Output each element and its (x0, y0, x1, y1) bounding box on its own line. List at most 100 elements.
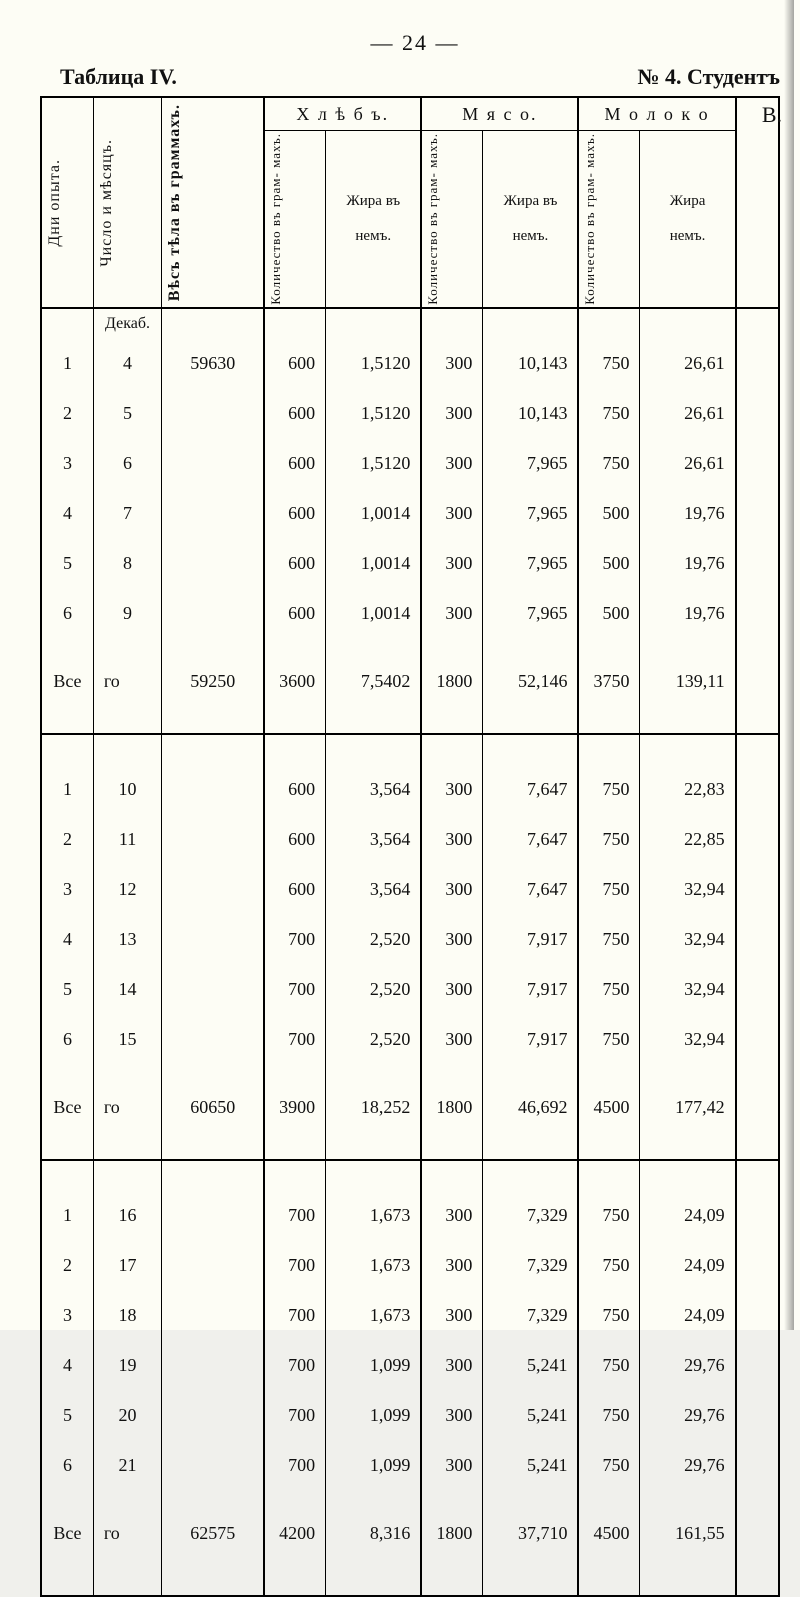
cell: 7,647 (483, 815, 579, 865)
cell (736, 1491, 779, 1585)
cell: 177,42 (640, 1065, 736, 1160)
cell: 8,316 (326, 1491, 422, 1585)
cell: 4500 (578, 1065, 639, 1160)
cell: 7,329 (483, 1291, 579, 1341)
cell: 600 (264, 765, 325, 815)
cell: 7,329 (483, 1241, 579, 1291)
cell: 13 (93, 915, 161, 965)
cell: 22,83 (640, 765, 736, 815)
cell (162, 815, 264, 865)
table-row: 6157002,5203007,91775032,94 (41, 1015, 779, 1065)
cell (640, 1585, 736, 1596)
cell (421, 308, 482, 339)
cell (326, 1160, 422, 1191)
cell: 32,94 (640, 965, 736, 1015)
cell (736, 1191, 779, 1241)
table-row: 5147002,5203007,91775032,94 (41, 965, 779, 1015)
cell: 750 (578, 1341, 639, 1391)
cell (162, 1291, 264, 1341)
cell: 300 (421, 765, 482, 815)
cell: 600 (264, 815, 325, 865)
cell (736, 1391, 779, 1441)
cell: 6 (41, 589, 93, 639)
cell (736, 734, 779, 765)
cell: 19,76 (640, 489, 736, 539)
hdr-bread-qty: Количество въ грам- махъ. (269, 133, 283, 305)
cell (162, 965, 264, 1015)
cell (736, 1160, 779, 1191)
cell: 7,917 (483, 1015, 579, 1065)
cell: 37,710 (483, 1491, 579, 1585)
table-row: 14596306001,512030010,14375026,61 (41, 339, 779, 389)
cell: 60650 (162, 1065, 264, 1160)
cell: 5,241 (483, 1341, 579, 1391)
cell: 7,917 (483, 965, 579, 1015)
cell (326, 734, 422, 765)
cell: 300 (421, 865, 482, 915)
cell: 4 (41, 1341, 93, 1391)
cell: 5,241 (483, 1391, 579, 1441)
cell (736, 815, 779, 865)
cell: 1,099 (326, 1341, 422, 1391)
cell (736, 965, 779, 1015)
cell: 59630 (162, 339, 264, 389)
cell (93, 1585, 161, 1596)
cell: 10 (93, 765, 161, 815)
cell: 1,0014 (326, 589, 422, 639)
cell: 10,143 (483, 389, 579, 439)
cell: 24,09 (640, 1241, 736, 1291)
cell: 4 (93, 339, 161, 389)
cell: 12 (93, 865, 161, 915)
cell: 4200 (264, 1491, 325, 1585)
hdr-milk-fat-u: немъ. (644, 228, 730, 245)
cell (736, 1291, 779, 1341)
hdr-bread-fat: Жира въ (330, 193, 416, 210)
hdr-meat-qty: Количество въ грам- махъ. (426, 133, 440, 305)
cell: 750 (578, 915, 639, 965)
cell: 59250 (162, 639, 264, 734)
table-row: 5207001,0993005,24175029,76 (41, 1391, 779, 1441)
table-row: 476001,00143007,96550019,76 (41, 489, 779, 539)
cell (162, 1191, 264, 1241)
cell: 52,146 (483, 639, 579, 734)
cell (421, 734, 482, 765)
cell: 700 (264, 915, 325, 965)
cell (736, 339, 779, 389)
table-row: 2177001,6733007,32975024,09 (41, 1241, 779, 1291)
cell: 2,520 (326, 965, 422, 1015)
table-label: Таблица IV. (60, 64, 177, 90)
cell: 2,520 (326, 1015, 422, 1065)
cell: 750 (578, 965, 639, 1015)
cell: 20 (93, 1391, 161, 1441)
cell: 1 (41, 339, 93, 389)
cell: 3900 (264, 1065, 325, 1160)
cell: 300 (421, 915, 482, 965)
cell (162, 589, 264, 639)
table-row: 366001,51203007,96575026,61 (41, 439, 779, 489)
cell: 18 (93, 1291, 161, 1341)
cell (736, 639, 779, 734)
cell: 500 (578, 489, 639, 539)
cell (162, 1441, 264, 1491)
cell (736, 489, 779, 539)
cell: 1,099 (326, 1441, 422, 1491)
cell: 700 (264, 1291, 325, 1341)
table-row-total: Всего6257542008,316180037,7104500161,55 (41, 1491, 779, 1585)
table-row: Декаб. (41, 308, 779, 339)
cell (736, 765, 779, 815)
cell: 5,241 (483, 1441, 579, 1491)
cell: 700 (264, 1391, 325, 1441)
cell: 700 (264, 1341, 325, 1391)
cell: 750 (578, 1191, 639, 1241)
cell: 300 (421, 1191, 482, 1241)
cell: 4 (41, 489, 93, 539)
cell: 300 (421, 1341, 482, 1391)
cell: 6 (93, 439, 161, 489)
cell: 8 (93, 539, 161, 589)
cell (483, 734, 579, 765)
cell: 139,11 (640, 639, 736, 734)
cell: 7,965 (483, 589, 579, 639)
cell (162, 1391, 264, 1441)
cell (162, 865, 264, 915)
cell: го (93, 1065, 161, 1160)
